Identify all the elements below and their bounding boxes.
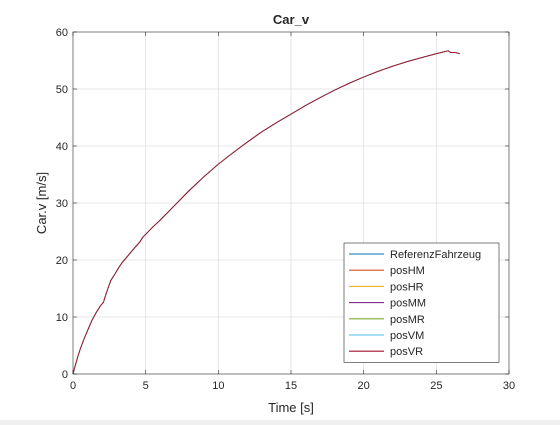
y-tick-label: 0 [62,369,68,381]
legend-label: posHM [390,265,425,277]
x-tick-label: 5 [143,380,149,392]
legend-label: posMM [390,298,426,310]
y-tick-label: 40 [56,141,68,153]
y-tick-label: 30 [56,198,68,210]
chart-title: Car_v [273,12,310,27]
series-line-posVR [72,50,460,375]
axis-ticks: 0 5 10 15 20 25 30 0 10 20 30 40 50 60 [56,27,515,392]
y-tick-label: 50 [56,84,68,96]
legend-label: posMR [390,314,425,326]
y-tick-label: 60 [56,27,68,39]
legend: ReferenzFahrzeug posHM posHR posMM posMR posV… [343,242,500,363]
x-tick-label: 30 [503,380,515,392]
x-tick-label: 10 [212,380,224,392]
y-axis-label: Car.v [m/s] [34,172,49,234]
y-tick-label: 10 [56,312,68,324]
x-tick-label: 0 [70,380,76,392]
legend-label: posVM [390,330,424,342]
x-tick-label: 25 [430,380,442,392]
x-tick-label: 15 [285,380,297,392]
x-tick-label: 20 [358,380,370,392]
legend-label: posHR [390,281,424,293]
y-tick-label: 20 [56,255,68,267]
legend-label: posVR [390,346,423,358]
legend-label: ReferenzFahrzeug [390,249,481,261]
series-lines [72,50,460,375]
x-axis-label: Time [s] [268,400,314,415]
